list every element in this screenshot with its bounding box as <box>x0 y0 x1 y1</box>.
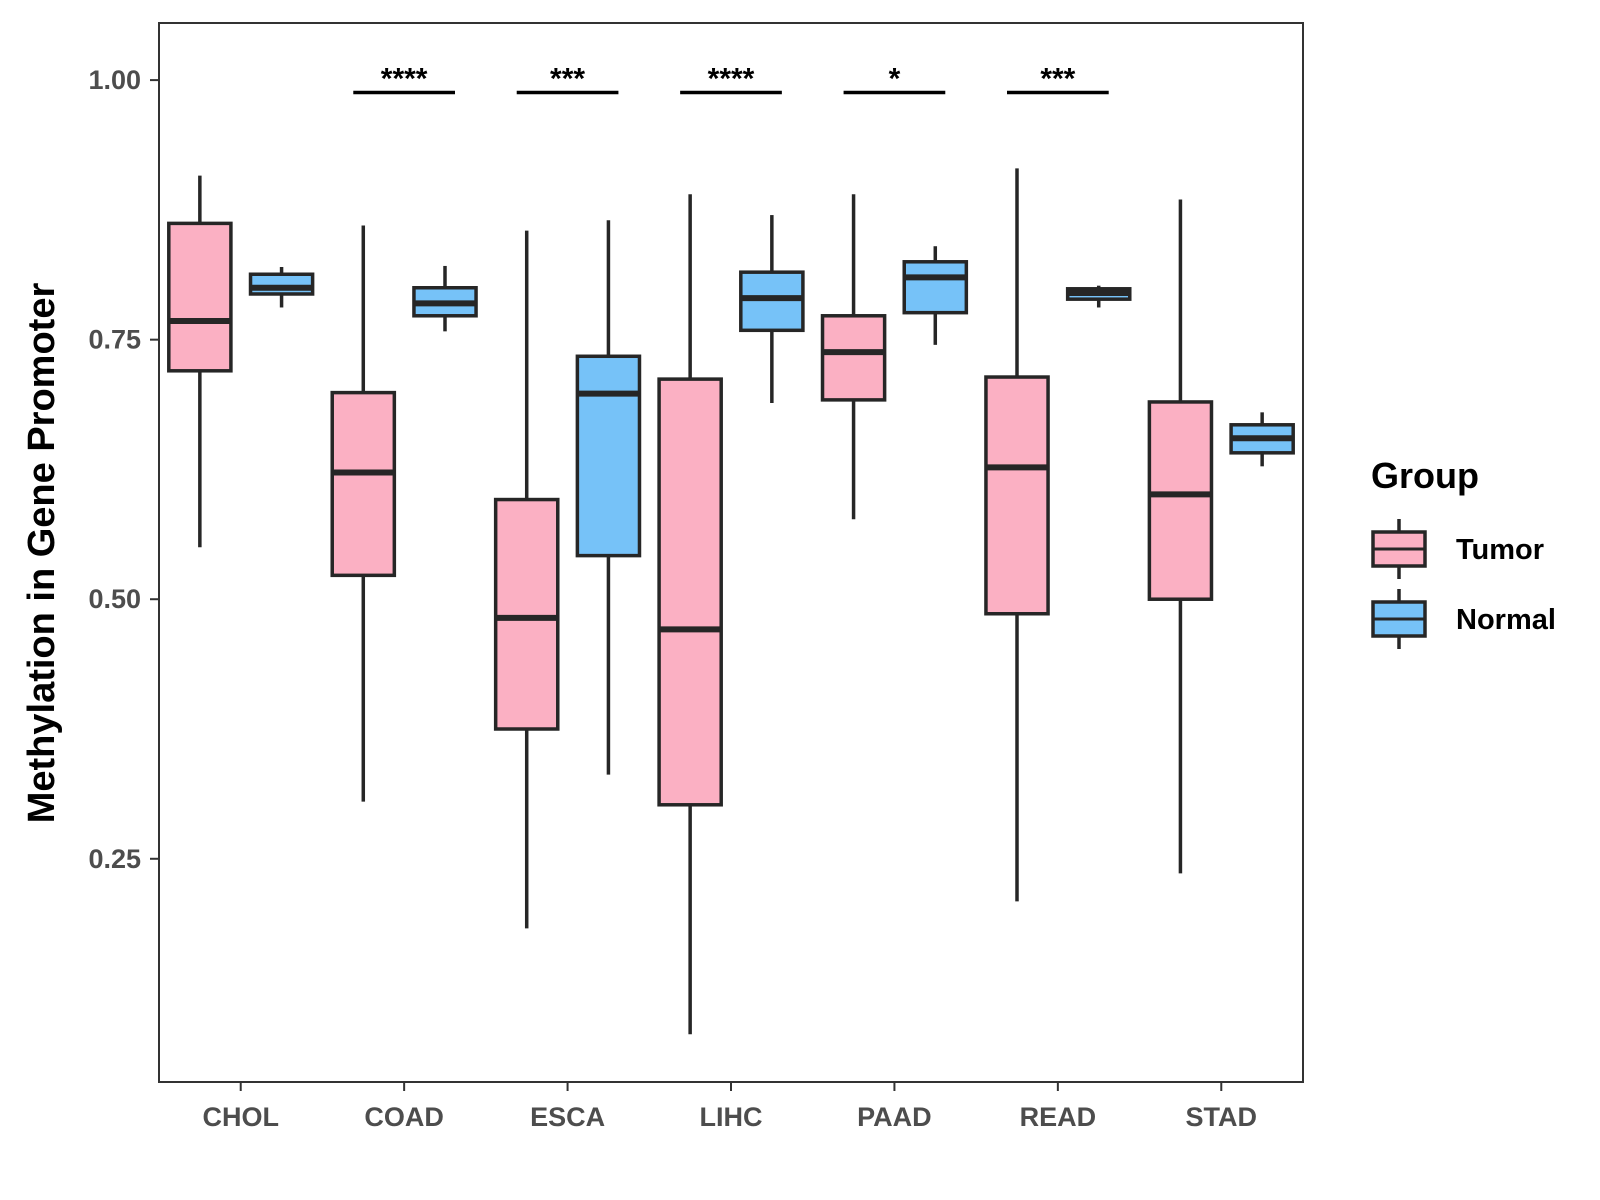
box-normal-esca <box>575 220 642 775</box>
significance-label: **** <box>381 63 428 96</box>
legend-item-tumor: Tumor <box>1371 519 1544 579</box>
box-tumor-stad <box>1147 199 1214 874</box>
x-tick-label: PAAD <box>857 1102 932 1132</box>
box-normal-lihc <box>739 215 805 403</box>
box-body <box>820 314 887 402</box>
box-body <box>984 375 1050 616</box>
box-normal-chol <box>248 266 315 308</box>
box-series <box>167 168 1295 1035</box>
box-body <box>902 260 969 315</box>
legend-title: Group <box>1371 455 1479 496</box>
legend-label: Tumor <box>1456 534 1544 566</box>
box-tumor-esca <box>493 230 560 929</box>
box-tumor-read <box>984 168 1050 902</box>
significance-label: **** <box>708 63 755 96</box>
box-body <box>575 354 642 558</box>
box-body <box>167 221 233 373</box>
y-tick-label: 0.50 <box>88 584 141 614</box>
box-body <box>657 377 723 807</box>
box-tumor-chol <box>167 175 233 548</box>
significance-annotations: **** *** **** * *** <box>353 63 1109 96</box>
x-tick-label: STAD <box>1186 1102 1258 1132</box>
y-axis: 0.25 0.50 0.75 1.00 <box>88 65 159 874</box>
box-body <box>330 390 397 578</box>
x-axis: CHOL COAD ESCA LIHC PAAD READ STAD <box>202 1082 1257 1132</box>
box-normal-coad <box>412 265 478 332</box>
significance-label: *** <box>550 63 585 96</box>
legend: Group Tumor Normal <box>1371 455 1556 649</box>
box-tumor-coad <box>330 225 397 802</box>
x-tick-label: READ <box>1020 1102 1097 1132</box>
box-normal-stad <box>1229 412 1295 467</box>
box-body <box>1147 400 1214 601</box>
box-tumor-paad <box>820 194 887 520</box>
box-body <box>493 497 560 731</box>
box-normal-read <box>1065 285 1132 308</box>
legend-item-normal: Normal <box>1371 589 1556 649</box>
significance-label: * <box>889 63 901 96</box>
box-body <box>739 270 805 333</box>
x-tick-label: ESCA <box>530 1102 605 1132</box>
x-tick-label: LIHC <box>700 1102 763 1132</box>
box-tumor-lihc <box>657 194 723 1035</box>
y-tick-label: 0.75 <box>88 325 141 355</box>
legend-label: Normal <box>1456 604 1556 636</box>
y-tick-label: 0.25 <box>88 844 141 874</box>
y-axis-label: Methylation in Gene Promoter <box>21 283 63 824</box>
x-tick-label: CHOL <box>202 1102 279 1132</box>
significance-label: *** <box>1040 63 1075 96</box>
box-normal-paad <box>902 246 969 345</box>
x-tick-label: COAD <box>364 1102 444 1132</box>
y-tick-label: 1.00 <box>88 65 141 95</box>
box-body <box>248 272 315 296</box>
